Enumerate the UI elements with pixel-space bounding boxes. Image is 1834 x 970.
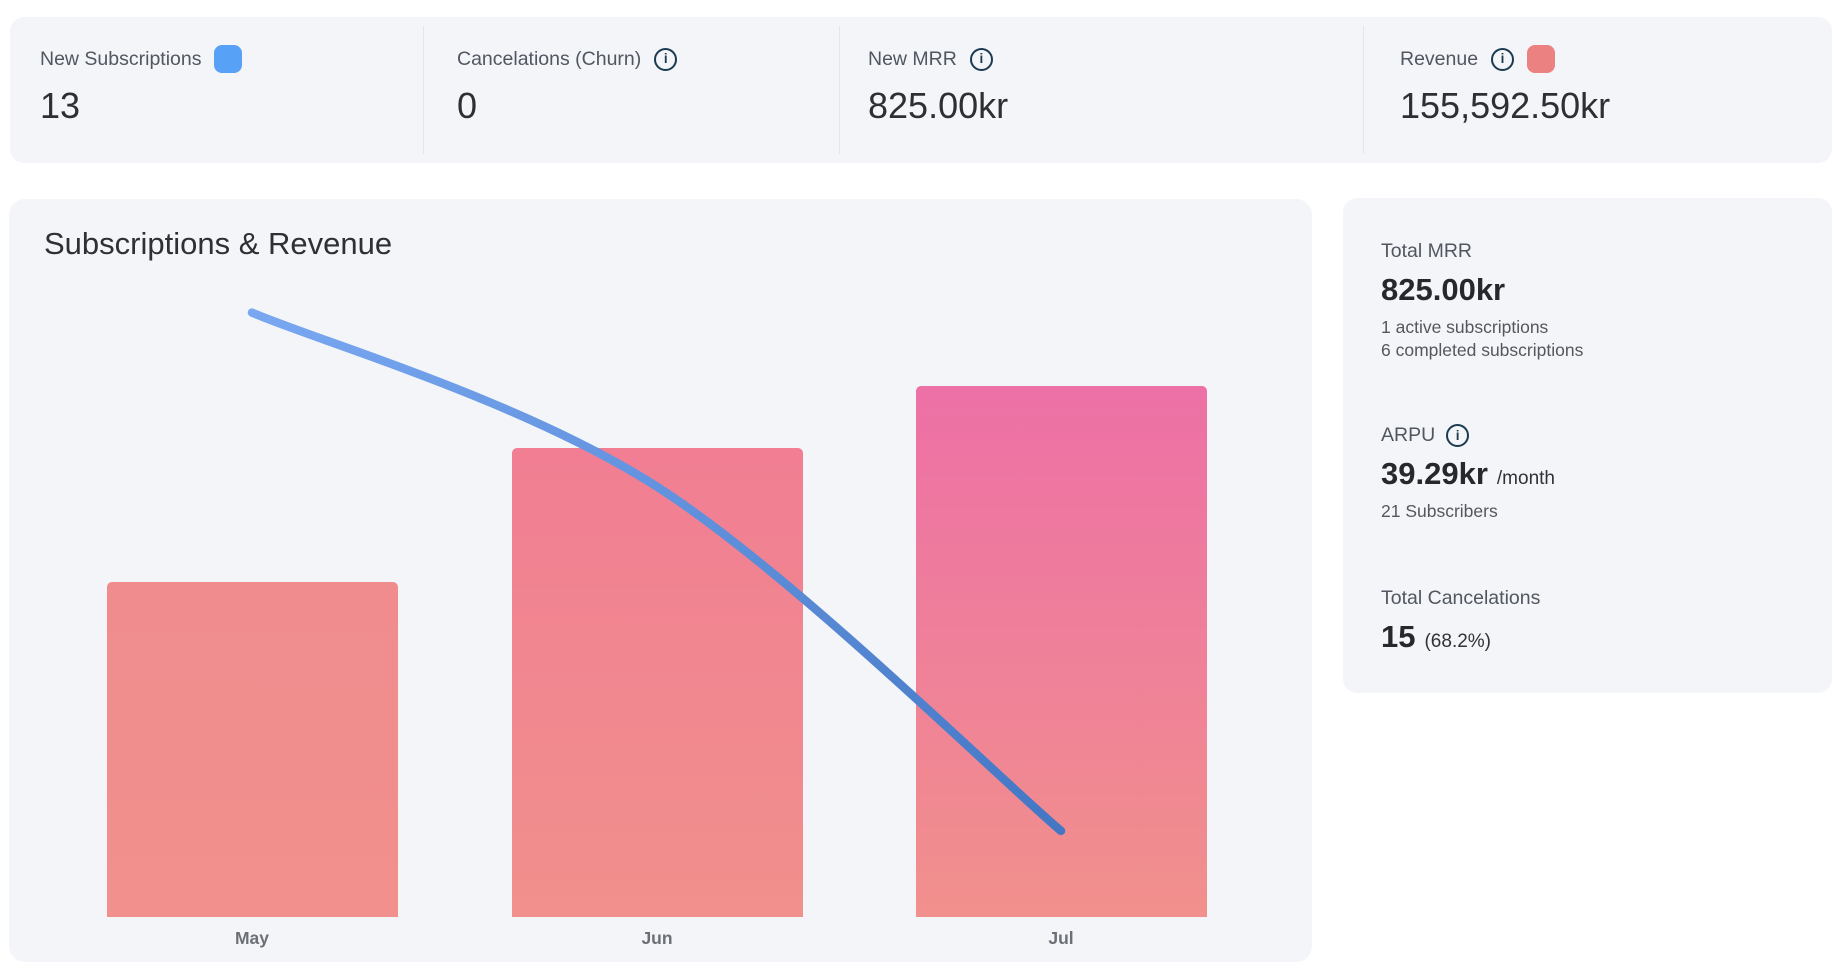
stat-value: 825.00kr — [868, 85, 1009, 126]
stat-label: Revenue — [1400, 47, 1479, 70]
stat-revenue: Revenue 155,592.50kr — [1400, 44, 1610, 127]
total-cancelations-block: Total Cancelations 15 (68.2%) — [1381, 587, 1794, 655]
chart-plot[interactable]: May Jun Jul — [9, 199, 1312, 962]
stat-label: New MRR — [868, 47, 957, 70]
stat-value: 13 — [40, 85, 81, 126]
stat-label: New Subscriptions — [40, 47, 202, 70]
subscribers-count-text: 21 Subscribers — [1381, 501, 1498, 521]
chart-card: Subscriptions & Revenue May Jun Jul — [9, 199, 1312, 962]
bar-jul[interactable] — [915, 386, 1207, 917]
chart-title: Subscriptions & Revenue — [44, 226, 393, 261]
completed-subscriptions-text: 6 completed subscriptions — [1381, 340, 1584, 360]
cancelations-value: 15 — [1381, 619, 1416, 654]
total-mrr-block: Total MRR 825.00kr 1 active subscription… — [1381, 240, 1794, 362]
cancelations-value-row: 15 (68.2%) — [1381, 619, 1794, 655]
info-icon[interactable] — [969, 47, 993, 71]
stat-label-row: Revenue — [1400, 44, 1610, 74]
cancelations-percent: (68.2%) — [1424, 631, 1492, 652]
legend-swatch-revenue — [1527, 45, 1556, 73]
stats-bar: New Subscriptions 13 Cancelations (Churn… — [10, 17, 1832, 163]
arpu-suffix: /month — [1496, 468, 1555, 489]
legend-swatch-subscriptions — [214, 45, 243, 73]
x-axis-label-may: May — [234, 928, 270, 948]
info-icon[interactable] — [1491, 47, 1515, 71]
stat-cancelations: Cancelations (Churn) 0 — [457, 44, 678, 127]
info-icon[interactable] — [1446, 424, 1470, 447]
bar-may[interactable] — [106, 582, 398, 917]
stat-label-row: New MRR — [868, 44, 1008, 74]
stat-value: 155,592.50kr — [1400, 85, 1611, 126]
divider — [1363, 26, 1364, 154]
stat-label-row: New Subscriptions — [40, 44, 243, 74]
divider — [423, 26, 424, 154]
total-mrr-value: 825.00kr — [1381, 272, 1506, 307]
arpu-label-row: ARPU — [1381, 424, 1794, 447]
x-axis-label-jul: Jul — [1048, 928, 1074, 948]
arpu-value: 39.29kr — [1381, 456, 1488, 491]
active-subscriptions-text: 1 active subscriptions — [1381, 317, 1549, 337]
summary-panel: Total MRR 825.00kr 1 active subscription… — [1343, 198, 1832, 693]
stat-label: Cancelations (Churn) — [457, 47, 642, 70]
arpu-value-row: 39.29kr /month — [1381, 456, 1794, 492]
x-axis-label-jun: Jun — [641, 928, 673, 948]
divider — [839, 26, 840, 154]
bar-jun[interactable] — [511, 448, 803, 917]
stat-value: 0 — [457, 85, 478, 126]
total-mrr-label: Total MRR — [1381, 240, 1473, 262]
stat-new-subscriptions: New Subscriptions 13 — [40, 44, 243, 127]
arpu-block: ARPU 39.29kr /month 21 Subscribers — [1381, 424, 1794, 523]
stat-label-row: Cancelations (Churn) — [457, 44, 678, 74]
total-cancelations-label: Total Cancelations — [1381, 587, 1541, 609]
stat-new-mrr: New MRR 825.00kr — [868, 44, 1008, 127]
info-icon[interactable] — [654, 47, 678, 71]
arpu-label: ARPU — [1381, 424, 1436, 446]
